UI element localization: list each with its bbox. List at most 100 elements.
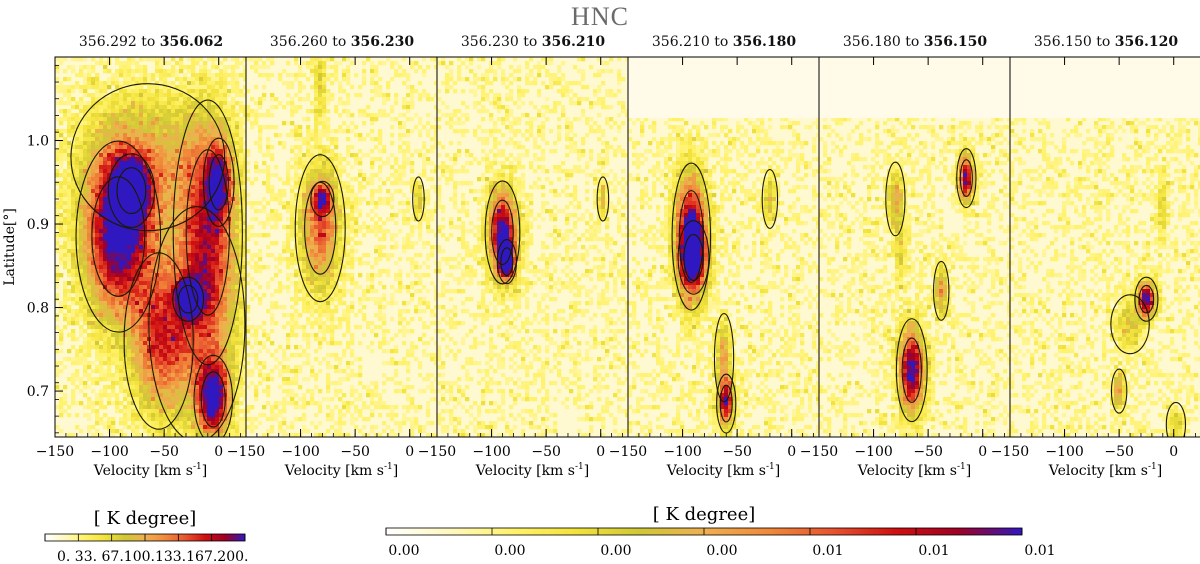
- intensity-cell: [171, 121, 176, 126]
- intensity-cell: [91, 369, 96, 374]
- intensity-cell: [215, 193, 220, 198]
- intensity-cell: [203, 281, 208, 286]
- intensity-cell: [219, 201, 224, 206]
- intensity-cell: [75, 269, 80, 274]
- intensity-cell: [115, 129, 120, 134]
- intensity-cell: [402, 173, 407, 178]
- intensity-cell: [127, 365, 132, 370]
- intensity-cell: [99, 357, 104, 362]
- intensity-cell: [139, 349, 144, 354]
- intensity-cell: [135, 101, 140, 106]
- intensity-cell: [159, 433, 164, 437]
- intensity-cell: [167, 357, 172, 362]
- intensity-cell: [382, 181, 387, 186]
- intensity-cell: [123, 325, 128, 330]
- intensity-cell: [87, 105, 92, 110]
- intensity-cell: [418, 185, 423, 190]
- intensity-cell: [223, 109, 228, 114]
- intensity-cell: [422, 93, 427, 98]
- intensity-cell: [179, 113, 184, 118]
- intensity-cell: [191, 141, 196, 146]
- intensity-cell: [318, 121, 323, 126]
- intensity-cell: [231, 357, 236, 362]
- intensity-cell: [250, 113, 255, 118]
- intensity-cell: [187, 413, 192, 418]
- intensity-cell: [426, 149, 431, 154]
- intensity-cell: [207, 261, 212, 266]
- intensity-cell: [207, 381, 212, 386]
- intensity-cell: [207, 69, 212, 74]
- intensity-cell: [71, 297, 76, 302]
- intensity-cell: [219, 245, 224, 250]
- intensity-cell: [107, 125, 112, 130]
- intensity-cell: [402, 169, 407, 174]
- intensity-cell: [203, 433, 208, 437]
- intensity-cell: [191, 229, 196, 234]
- intensity-cell: [163, 133, 168, 138]
- intensity-cell: [215, 261, 220, 266]
- intensity-cell: [179, 181, 184, 186]
- intensity-cell: [87, 345, 92, 350]
- intensity-cell: [239, 301, 244, 306]
- intensity-cell: [75, 57, 80, 62]
- intensity-cell: [159, 389, 164, 394]
- intensity-cell: [235, 153, 240, 158]
- intensity-cell: [79, 89, 84, 94]
- intensity-cell: [159, 285, 164, 290]
- intensity-cell: [286, 121, 291, 126]
- intensity-cell: [131, 105, 136, 110]
- intensity-cell: [223, 129, 228, 134]
- intensity-cell: [274, 125, 279, 130]
- intensity-cell: [67, 133, 72, 138]
- intensity-cell: [207, 293, 212, 298]
- intensity-cell: [83, 241, 88, 246]
- intensity-cell: [211, 305, 216, 310]
- intensity-cell: [63, 281, 68, 286]
- intensity-cell: [63, 253, 68, 258]
- intensity-cell: [127, 297, 132, 302]
- intensity-cell: [119, 317, 124, 322]
- intensity-cell: [151, 93, 156, 98]
- intensity-cell: [135, 401, 140, 406]
- intensity-cell: [239, 385, 244, 390]
- intensity-cell: [63, 113, 68, 118]
- intensity-cell: [195, 189, 200, 194]
- intensity-cell: [195, 141, 200, 146]
- intensity-cell: [199, 93, 204, 98]
- intensity-cell: [171, 381, 176, 386]
- intensity-cell: [358, 185, 363, 190]
- intensity-cell: [171, 413, 176, 418]
- intensity-cell: [322, 105, 327, 110]
- intensity-cell: [211, 137, 216, 142]
- intensity-cell: [310, 173, 315, 178]
- intensity-cell: [302, 157, 307, 162]
- intensity-cell: [139, 401, 144, 406]
- intensity-cell: [59, 245, 64, 250]
- intensity-cell: [135, 393, 140, 398]
- intensity-cell: [147, 185, 152, 190]
- intensity-cell: [231, 433, 236, 437]
- intensity-cell: [243, 369, 246, 374]
- intensity-cell: [187, 161, 192, 166]
- intensity-cell: [63, 205, 68, 210]
- intensity-cell: [191, 97, 196, 102]
- intensity-cell: [159, 329, 164, 334]
- intensity-cell: [163, 417, 168, 422]
- intensity-cell: [314, 121, 319, 126]
- intensity-cell: [386, 161, 391, 166]
- intensity-cell: [211, 165, 216, 170]
- intensity-cell: [127, 181, 132, 186]
- intensity-cell: [239, 157, 244, 162]
- panel-6-from: 356.150: [1033, 34, 1092, 50]
- intensity-cell: [246, 161, 251, 166]
- intensity-cell: [398, 121, 403, 126]
- intensity-cell: [63, 285, 68, 290]
- intensity-cell: [127, 329, 132, 334]
- intensity-cell: [83, 385, 88, 390]
- intensity-cell: [123, 369, 128, 374]
- intensity-cell: [139, 417, 144, 422]
- intensity-cell: [191, 301, 196, 306]
- intensity-cell: [290, 149, 295, 154]
- intensity-cell: [235, 433, 240, 437]
- panel-1-intensity-map: [55, 57, 246, 437]
